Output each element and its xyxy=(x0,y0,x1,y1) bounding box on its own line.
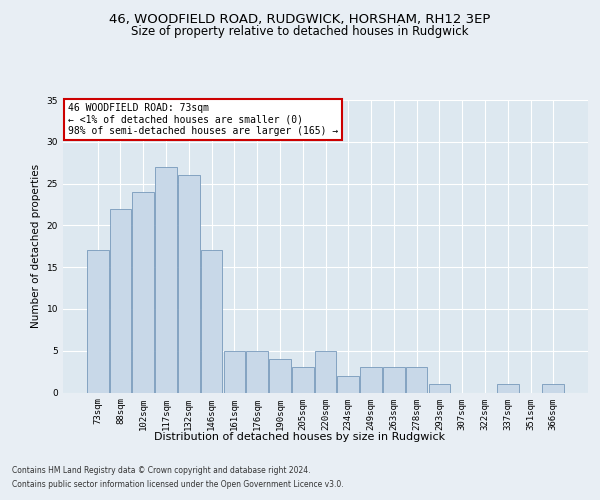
Bar xyxy=(155,167,177,392)
Bar xyxy=(87,250,109,392)
Bar xyxy=(292,368,314,392)
Bar xyxy=(110,208,131,392)
Text: Contains public sector information licensed under the Open Government Licence v3: Contains public sector information licen… xyxy=(12,480,344,489)
Bar xyxy=(542,384,564,392)
Bar xyxy=(383,368,404,392)
Text: Size of property relative to detached houses in Rudgwick: Size of property relative to detached ho… xyxy=(131,25,469,38)
Bar xyxy=(269,359,291,392)
Bar xyxy=(428,384,450,392)
Bar xyxy=(201,250,223,392)
Bar xyxy=(497,384,518,392)
Bar xyxy=(337,376,359,392)
Bar xyxy=(406,368,427,392)
Y-axis label: Number of detached properties: Number of detached properties xyxy=(31,164,41,328)
Bar xyxy=(314,350,337,393)
Bar xyxy=(178,175,200,392)
Bar xyxy=(224,350,245,393)
Text: 46, WOODFIELD ROAD, RUDGWICK, HORSHAM, RH12 3EP: 46, WOODFIELD ROAD, RUDGWICK, HORSHAM, R… xyxy=(109,12,491,26)
Bar xyxy=(360,368,382,392)
Bar xyxy=(247,350,268,393)
Text: Contains HM Land Registry data © Crown copyright and database right 2024.: Contains HM Land Registry data © Crown c… xyxy=(12,466,311,475)
Bar xyxy=(133,192,154,392)
Text: Distribution of detached houses by size in Rudgwick: Distribution of detached houses by size … xyxy=(154,432,446,442)
Text: 46 WOODFIELD ROAD: 73sqm
← <1% of detached houses are smaller (0)
98% of semi-de: 46 WOODFIELD ROAD: 73sqm ← <1% of detach… xyxy=(68,103,338,136)
